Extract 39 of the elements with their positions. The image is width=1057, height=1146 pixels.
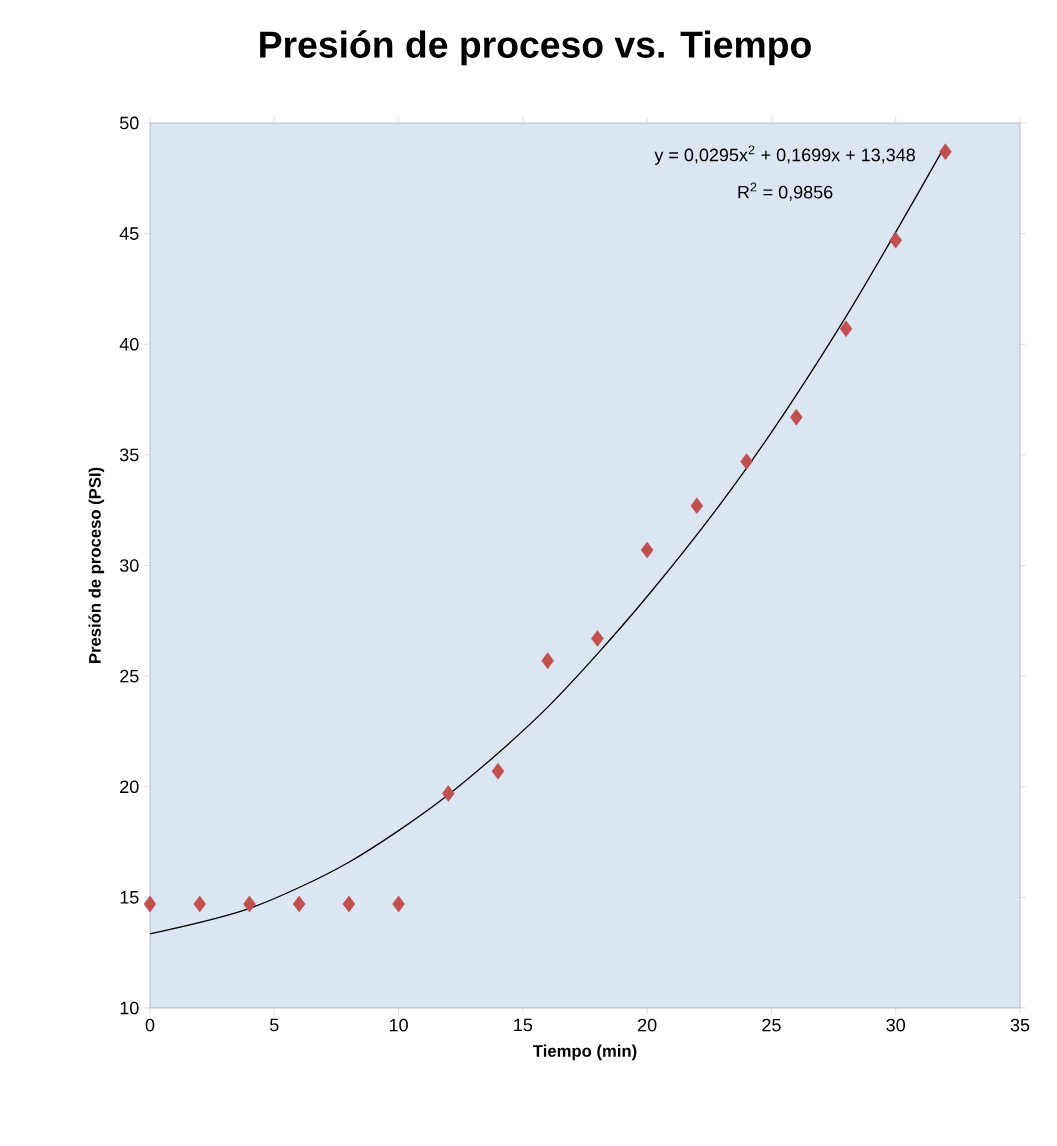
annotation: y = 0,0295x$^{2}$ + 0,1699x + 13,348 <box>654 145 915 165</box>
x-tick-label: 30 <box>886 1018 906 1032</box>
point <box>143 895 157 913</box>
point <box>640 541 654 559</box>
y-tick-label: 40 <box>119 337 139 351</box>
point <box>193 895 206 913</box>
point <box>839 320 853 338</box>
point <box>491 762 505 780</box>
y-tick-label: 15 <box>120 891 139 904</box>
x-tick-label: 0 <box>145 1018 155 1032</box>
point <box>939 143 952 161</box>
y-tick-label: 20 <box>120 780 139 794</box>
x-tick-label: 10 <box>389 1018 408 1032</box>
y-tick-label: 30 <box>119 559 139 572</box>
point <box>243 895 256 913</box>
point <box>690 497 704 515</box>
y-tick-label: 10 <box>120 1001 139 1015</box>
point <box>790 408 803 426</box>
point <box>392 895 405 913</box>
x-tick-label: 20 <box>638 1018 657 1032</box>
point <box>442 785 455 802</box>
point <box>889 231 902 249</box>
point <box>740 453 753 470</box>
point <box>591 630 604 647</box>
point <box>292 895 306 913</box>
annotation: R$^{2}$ = 0,9856 <box>738 182 833 201</box>
x-tick-label: 15 <box>514 1018 533 1032</box>
y-tick-label: 50 <box>119 116 139 130</box>
x-tick-label: 35 <box>1010 1018 1030 1032</box>
y-tick-label: 45 <box>119 227 139 240</box>
x-tick-label: 25 <box>762 1018 781 1032</box>
y-tick-label: 25 <box>120 669 139 683</box>
y-tick-label: 35 <box>119 448 139 462</box>
y-axis-title: Presión de proceso (PSI) <box>88 467 105 664</box>
chart-title: Presión de proceso vs. Tiempo <box>260 30 811 66</box>
x-tick-label: 5 <box>269 1018 279 1032</box>
point <box>342 895 356 913</box>
x-axis-title: Tiempo (min) <box>533 1044 637 1061</box>
point <box>541 652 554 669</box>
